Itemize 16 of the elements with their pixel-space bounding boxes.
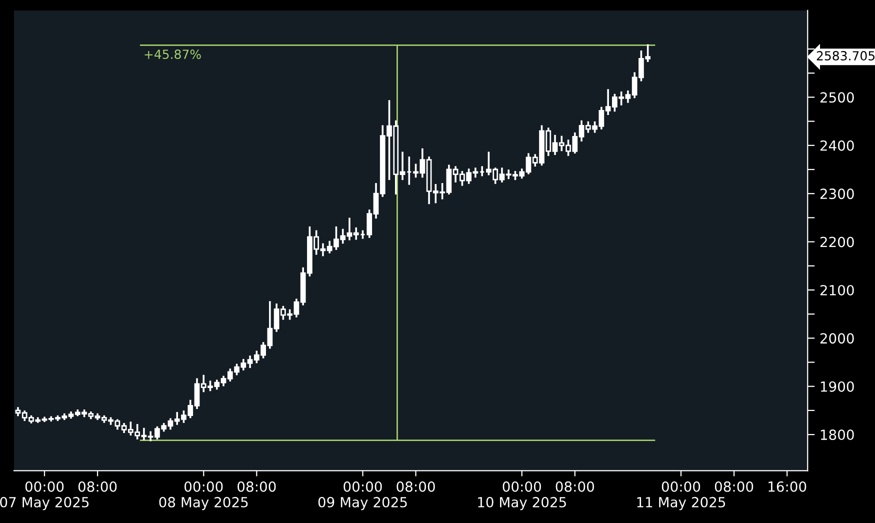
x-tick-label: 08:00 <box>556 481 594 492</box>
y-tick-label: 1900 <box>820 381 854 392</box>
y-tick-label: 1800 <box>820 430 854 440</box>
y-tick-label: 2300 <box>820 188 854 200</box>
text: 2583.705 <box>816 51 875 60</box>
annotation: +45.87% <box>144 50 201 59</box>
y-tick-label: 2500 <box>820 92 854 103</box>
y-tick-label: 2400 <box>820 140 854 151</box>
y-tick-label: 2200 <box>820 236 854 248</box>
x-tick-label: 16:00 <box>768 481 806 492</box>
x-tick-label: 08:00 <box>396 481 435 492</box>
y-tick-label: 2100 <box>820 284 854 296</box>
y-tick-label: 2000 <box>820 333 854 344</box>
x-tick-label: 08:00 <box>714 481 754 492</box>
x-tick-label: 08:00 <box>78 481 117 492</box>
x-tick-label: 08:00 <box>238 481 276 492</box>
